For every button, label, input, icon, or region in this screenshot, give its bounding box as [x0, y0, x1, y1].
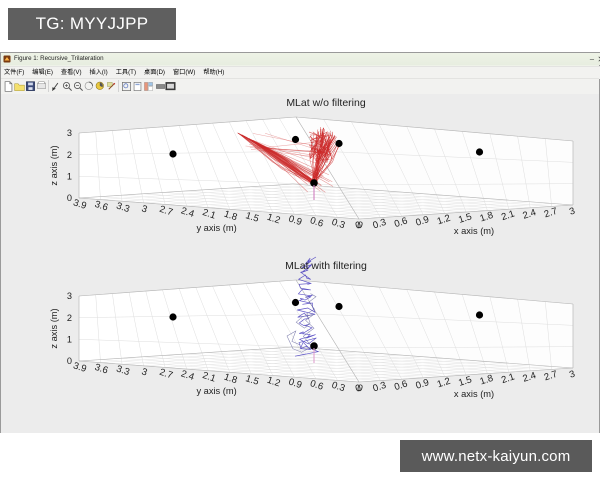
svg-text:0.9: 0.9 — [414, 214, 430, 229]
svg-text:0.6: 0.6 — [309, 378, 325, 393]
svg-text:1.5: 1.5 — [457, 374, 473, 389]
svg-text:1.8: 1.8 — [223, 209, 239, 224]
svg-text:3: 3 — [140, 203, 148, 215]
svg-text:3.6: 3.6 — [93, 362, 109, 377]
svg-text:1.2: 1.2 — [266, 375, 282, 390]
svg-text:0.6: 0.6 — [393, 379, 409, 394]
svg-text:2.1: 2.1 — [201, 370, 217, 385]
svg-text:2.1: 2.1 — [201, 207, 217, 222]
svg-text:z axis (m): z axis (m) — [49, 145, 59, 185]
svg-text:2: 2 — [67, 150, 72, 160]
svg-text:1.5: 1.5 — [244, 210, 260, 225]
svg-text:1.8: 1.8 — [479, 373, 495, 388]
svg-text:3.9: 3.9 — [72, 197, 88, 212]
svg-text:0.3: 0.3 — [330, 217, 346, 232]
svg-text:2.7: 2.7 — [543, 206, 559, 221]
svg-text:1.8: 1.8 — [223, 372, 239, 387]
svg-text:1.5: 1.5 — [244, 373, 260, 388]
svg-text:2.7: 2.7 — [543, 369, 559, 384]
svg-text:1.2: 1.2 — [436, 376, 452, 391]
svg-text:MLat w/o filtering: MLat w/o filtering — [286, 97, 366, 109]
svg-text:2.4: 2.4 — [179, 368, 196, 383]
svg-text:3.9: 3.9 — [72, 360, 88, 375]
svg-text:3: 3 — [67, 291, 72, 301]
svg-text:1: 1 — [67, 335, 72, 345]
svg-text:0.6: 0.6 — [393, 216, 409, 231]
svg-text:0.9: 0.9 — [287, 214, 303, 229]
svg-text:3: 3 — [67, 128, 72, 138]
svg-text:3: 3 — [568, 206, 576, 218]
svg-text:0: 0 — [67, 356, 72, 366]
svg-text:1: 1 — [67, 172, 72, 182]
svg-text:3: 3 — [140, 366, 148, 378]
svg-text:2.4: 2.4 — [521, 207, 538, 222]
svg-text:2.1: 2.1 — [500, 209, 516, 224]
svg-text:2.4: 2.4 — [179, 205, 196, 220]
svg-text:2.1: 2.1 — [500, 372, 516, 387]
svg-text:3.3: 3.3 — [115, 201, 131, 216]
svg-text:0: 0 — [67, 193, 72, 203]
svg-text:y axis (m): y axis (m) — [196, 223, 236, 233]
svg-text:x axis (m): x axis (m) — [454, 389, 494, 399]
svg-text:0.3: 0.3 — [330, 380, 346, 395]
svg-text:0.3: 0.3 — [372, 380, 388, 395]
svg-text:2.7: 2.7 — [158, 367, 174, 382]
svg-text:1.5: 1.5 — [457, 211, 473, 226]
svg-text:0.6: 0.6 — [309, 215, 325, 230]
svg-text:0.9: 0.9 — [287, 377, 303, 392]
svg-text:x axis (m): x axis (m) — [454, 226, 494, 236]
svg-text:y axis (m): y axis (m) — [196, 386, 236, 396]
svg-text:2.7: 2.7 — [158, 204, 174, 219]
svg-text:1.8: 1.8 — [479, 210, 495, 225]
svg-text:z axis (m): z axis (m) — [49, 308, 59, 348]
svg-text:1.2: 1.2 — [436, 213, 452, 228]
svg-text:3: 3 — [568, 369, 576, 381]
svg-text:0.3: 0.3 — [372, 217, 388, 232]
svg-text:3.3: 3.3 — [115, 364, 131, 379]
svg-text:MLat with filtering: MLat with filtering — [285, 260, 367, 272]
svg-text:3.6: 3.6 — [93, 199, 109, 214]
svg-text:2: 2 — [67, 313, 72, 323]
svg-text:1.2: 1.2 — [266, 212, 282, 227]
svg-text:0.9: 0.9 — [414, 377, 430, 392]
svg-text:2.4: 2.4 — [521, 370, 538, 385]
